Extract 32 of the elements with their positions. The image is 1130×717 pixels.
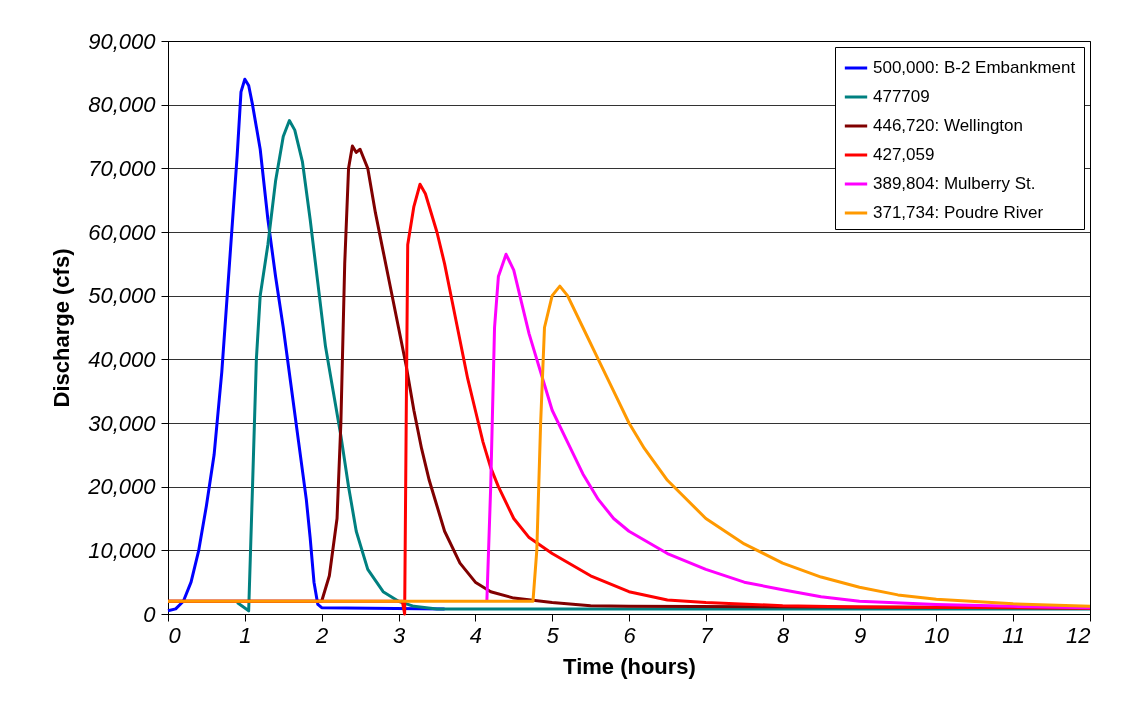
y-tick-label: 90,000: [88, 28, 157, 54]
x-axis-title: Time (hours): [563, 653, 696, 679]
legend-label: 477709: [873, 87, 930, 106]
x-tick-label: 9: [853, 622, 867, 648]
y-axis-title: Discharge (cfs): [49, 248, 75, 408]
x-tick-label: 7: [700, 622, 714, 648]
x-tick-label: 0: [168, 622, 182, 648]
y-tick-label: 80,000: [88, 92, 157, 118]
y-tick-label: 0: [143, 601, 157, 627]
x-tick-label: 3: [392, 622, 406, 648]
legend-label: 371,734: Poudre River: [873, 203, 1044, 222]
y-tick-label: 50,000: [88, 283, 157, 309]
x-tick-label: 2: [315, 622, 329, 648]
x-tick-label: 6: [623, 622, 637, 648]
x-tick-label: 10: [924, 622, 950, 648]
legend-label: 446,720: Wellington: [873, 116, 1023, 135]
y-tick-label: 20,000: [87, 474, 157, 500]
x-tick-label: 1: [239, 622, 252, 648]
legend-label: 389,804: Mulberry St.: [873, 174, 1036, 193]
y-tick-label: 10,000: [88, 537, 157, 563]
y-tick-label: 60,000: [88, 219, 157, 245]
x-tick-label: 4: [469, 622, 482, 648]
y-tick-label: 30,000: [88, 410, 157, 436]
y-tick-label: 70,000: [88, 155, 157, 181]
x-tick-label: 8: [777, 622, 791, 648]
legend-label: 500,000: B-2 Embankment: [873, 58, 1076, 77]
y-tick-label: 40,000: [88, 346, 157, 372]
legend-label: 427,059: [873, 145, 935, 164]
line-series: [485, 252, 1092, 610]
x-tick-label: 11: [1002, 622, 1026, 648]
x-tick-label: 5: [546, 622, 560, 648]
x-tick-label: 12: [1066, 622, 1091, 648]
